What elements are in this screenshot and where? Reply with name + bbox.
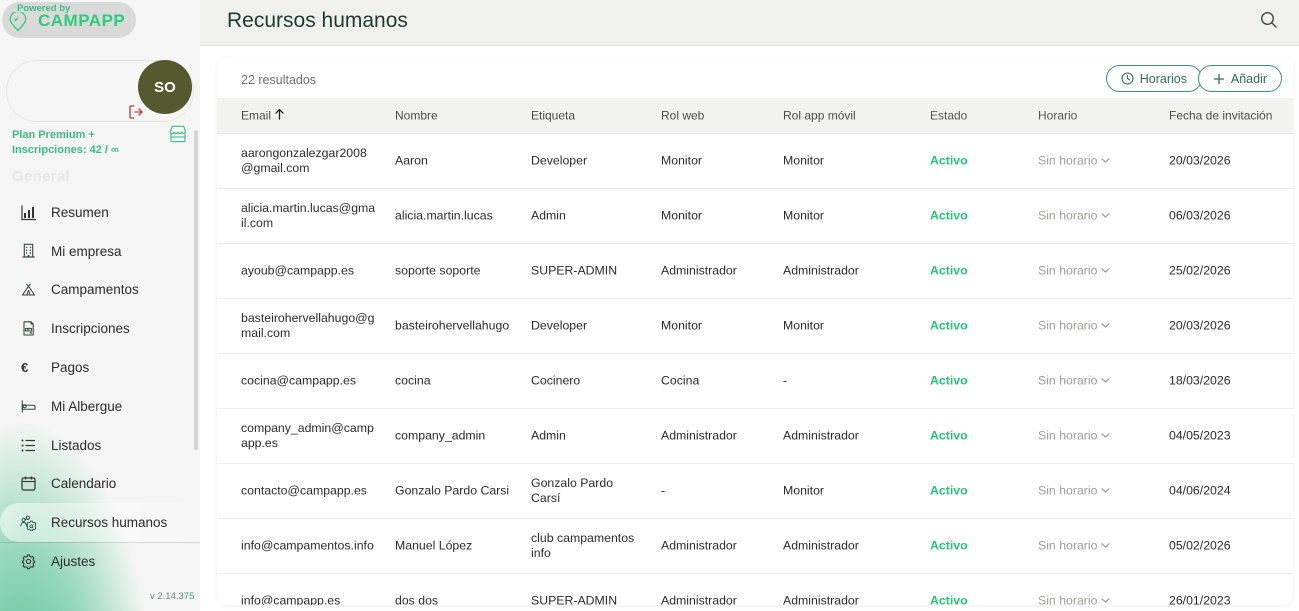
svg-text:€: € [21, 360, 28, 375]
